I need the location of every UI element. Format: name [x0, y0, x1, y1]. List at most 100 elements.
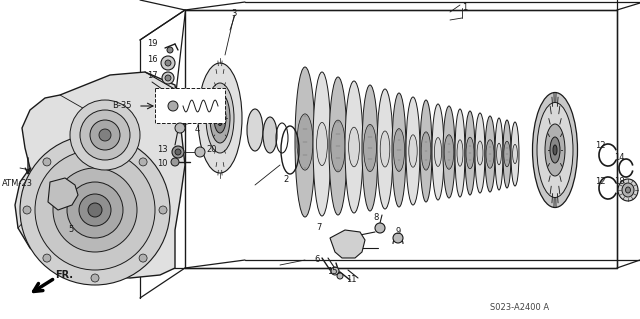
Text: 18: 18 — [614, 177, 625, 187]
Circle shape — [67, 182, 123, 238]
Ellipse shape — [345, 81, 363, 213]
Circle shape — [393, 233, 403, 243]
Circle shape — [90, 120, 120, 150]
Ellipse shape — [532, 93, 577, 207]
Ellipse shape — [210, 93, 230, 143]
Circle shape — [159, 206, 167, 214]
Text: B-35: B-35 — [112, 101, 131, 110]
Ellipse shape — [295, 67, 315, 217]
Ellipse shape — [486, 140, 494, 168]
Circle shape — [171, 158, 179, 166]
Circle shape — [175, 123, 185, 133]
Ellipse shape — [247, 109, 263, 151]
Ellipse shape — [485, 116, 495, 192]
Polygon shape — [48, 178, 78, 210]
Ellipse shape — [349, 127, 360, 167]
Ellipse shape — [364, 124, 376, 172]
Circle shape — [99, 129, 111, 141]
Circle shape — [167, 47, 173, 53]
Circle shape — [195, 147, 205, 157]
Ellipse shape — [317, 122, 328, 166]
Text: 13: 13 — [157, 145, 168, 154]
Text: 3: 3 — [231, 9, 236, 18]
Ellipse shape — [329, 77, 347, 215]
Circle shape — [172, 146, 184, 158]
Circle shape — [20, 135, 170, 285]
Circle shape — [139, 254, 147, 262]
Text: 4: 4 — [195, 125, 200, 135]
Ellipse shape — [394, 129, 404, 171]
Ellipse shape — [380, 131, 390, 167]
Ellipse shape — [466, 137, 474, 169]
Ellipse shape — [553, 145, 557, 155]
Ellipse shape — [618, 179, 638, 201]
Circle shape — [165, 60, 171, 66]
Ellipse shape — [313, 72, 331, 216]
Ellipse shape — [477, 141, 483, 165]
Circle shape — [23, 206, 31, 214]
Ellipse shape — [455, 109, 465, 197]
Circle shape — [79, 194, 111, 226]
Text: 11: 11 — [346, 276, 356, 285]
Ellipse shape — [206, 83, 234, 153]
Text: 10: 10 — [157, 159, 168, 167]
Text: 1: 1 — [462, 3, 467, 11]
Circle shape — [168, 101, 178, 111]
Circle shape — [375, 223, 385, 233]
Ellipse shape — [625, 187, 630, 193]
Ellipse shape — [443, 106, 455, 198]
Text: 9: 9 — [395, 227, 400, 236]
Ellipse shape — [465, 111, 475, 195]
Text: 5: 5 — [68, 226, 73, 234]
Text: ATM-23: ATM-23 — [2, 179, 33, 188]
Text: 7: 7 — [316, 224, 321, 233]
Text: 12: 12 — [595, 140, 605, 150]
Ellipse shape — [392, 93, 406, 207]
Circle shape — [43, 254, 51, 262]
Ellipse shape — [622, 183, 634, 197]
Text: 20: 20 — [206, 145, 216, 154]
Circle shape — [35, 150, 155, 270]
Circle shape — [88, 203, 102, 217]
Text: 15: 15 — [327, 268, 337, 277]
Text: 12: 12 — [595, 177, 605, 187]
Text: 14: 14 — [614, 152, 625, 161]
Circle shape — [331, 267, 339, 275]
Circle shape — [337, 273, 343, 279]
Ellipse shape — [420, 100, 432, 202]
Ellipse shape — [331, 120, 345, 172]
Text: 2: 2 — [283, 175, 288, 184]
Text: 8: 8 — [373, 212, 378, 221]
Ellipse shape — [537, 102, 573, 197]
Ellipse shape — [214, 103, 226, 133]
Ellipse shape — [217, 110, 223, 125]
Circle shape — [70, 100, 140, 170]
Polygon shape — [155, 10, 617, 268]
Ellipse shape — [362, 85, 378, 211]
Polygon shape — [330, 230, 365, 258]
Ellipse shape — [475, 113, 485, 193]
Ellipse shape — [511, 122, 519, 186]
Text: 19: 19 — [147, 40, 157, 48]
Circle shape — [80, 110, 130, 160]
Text: 6: 6 — [314, 256, 319, 264]
Text: 16: 16 — [147, 56, 157, 64]
Circle shape — [91, 274, 99, 282]
Ellipse shape — [545, 124, 565, 176]
Ellipse shape — [550, 137, 560, 163]
Circle shape — [162, 72, 174, 84]
Circle shape — [53, 168, 137, 252]
Ellipse shape — [377, 89, 393, 209]
Text: S023-A2400 A: S023-A2400 A — [490, 303, 549, 313]
Ellipse shape — [406, 97, 420, 205]
Ellipse shape — [198, 63, 242, 173]
Circle shape — [165, 75, 171, 81]
Text: FR.: FR. — [55, 270, 73, 280]
Circle shape — [139, 158, 147, 166]
Ellipse shape — [497, 143, 501, 165]
Ellipse shape — [435, 137, 442, 167]
Ellipse shape — [513, 145, 517, 164]
Polygon shape — [15, 72, 185, 278]
Ellipse shape — [297, 114, 313, 170]
Ellipse shape — [503, 120, 511, 188]
